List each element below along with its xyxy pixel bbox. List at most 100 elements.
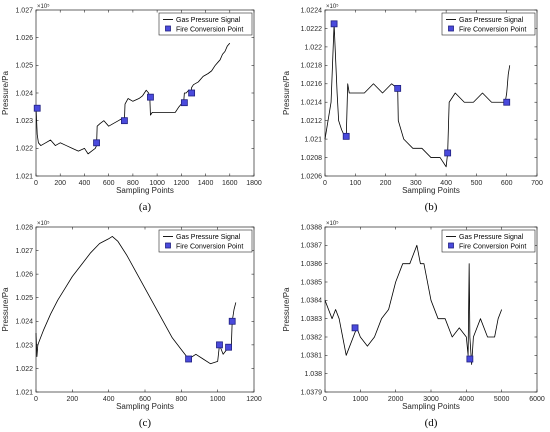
x-tick-label: 1600 bbox=[222, 180, 238, 187]
y-axis-label: Pressure/Pa bbox=[282, 70, 291, 115]
panel-caption: (b) bbox=[425, 201, 438, 213]
legend: Gas Pressure Signal Fire Conversion Point bbox=[158, 12, 253, 36]
y-tick-label: 1.022 bbox=[15, 366, 33, 373]
y-tick-label: 1.038 bbox=[304, 371, 322, 378]
y-axis-label: Pressure/Pa bbox=[1, 70, 10, 115]
y-tick-label: 1.0222 bbox=[301, 26, 323, 33]
x-tick-label: 6000 bbox=[529, 396, 545, 403]
legend-entry-gas-pressure: Gas Pressure Signal bbox=[176, 17, 241, 24]
legend-entry-fire-conversion: Fire Conversion Point bbox=[176, 27, 243, 34]
y-tick-label: 1.023 bbox=[15, 342, 33, 349]
panel-caption: (a) bbox=[139, 201, 152, 213]
y-tick-label: 1.023 bbox=[15, 118, 33, 125]
y-tick-label: 1.022 bbox=[304, 44, 322, 51]
y-tick-label: 1.0206 bbox=[301, 173, 323, 180]
fire-conversion-marker bbox=[216, 341, 223, 349]
y-tick-label: 1.0388 bbox=[301, 224, 323, 231]
x-tick-label: 600 bbox=[501, 180, 513, 187]
y-tick-label: 1.026 bbox=[15, 272, 33, 279]
legend-entry-gas-pressure: Gas Pressure Signal bbox=[459, 17, 524, 24]
series-line-gas-pressure bbox=[324, 244, 503, 365]
legend: Gas Pressure Signal Fire Conversion Point bbox=[441, 229, 536, 253]
legend-marker-swatch bbox=[448, 25, 454, 32]
panel-d: 0 1000 2000 3000 4000 5000 6000 1.0379 1.038 1.03… bbox=[282, 220, 545, 429]
y-tick-label: 1.0385 bbox=[301, 279, 323, 286]
y-tick-label: 1.028 bbox=[15, 224, 33, 231]
x-tick-label: 1000 bbox=[210, 396, 226, 403]
y-tick-label: 1.0224 bbox=[301, 7, 323, 14]
x-tick-label: 400 bbox=[79, 180, 91, 187]
fire-conversion-marker bbox=[93, 139, 100, 147]
panel-b: 0 100 200 300 400 500 600 700 1.0206 1.0208 1.021 1… bbox=[282, 3, 543, 213]
legend-marker-swatch bbox=[165, 242, 171, 249]
x-tick-label: 400 bbox=[103, 396, 115, 403]
x-tick-label: 0 bbox=[323, 180, 327, 187]
fire-conversion-marker bbox=[228, 317, 236, 325]
x-tick-label: 800 bbox=[175, 396, 187, 403]
legend: Gas Pressure Signal Fire Conversion Point bbox=[158, 229, 253, 253]
fire-conversion-marker bbox=[180, 99, 188, 107]
y-tick-label: 1.025 bbox=[15, 63, 33, 70]
x-tick-label: 1000 bbox=[353, 396, 369, 403]
legend: Gas Pressure Signal Fire Conversion Point bbox=[441, 12, 536, 36]
y-tick-label: 1.0214 bbox=[301, 100, 323, 107]
plot-area-c bbox=[35, 226, 255, 393]
y-tick-label: 1.0216 bbox=[301, 81, 323, 88]
series-line-gas-pressure bbox=[35, 42, 231, 155]
x-tick-label: 4000 bbox=[459, 396, 475, 403]
y-tick-label: 1.024 bbox=[15, 90, 33, 97]
x-tick-label: 100 bbox=[349, 180, 361, 187]
fire-conversion-marker bbox=[503, 98, 511, 106]
series-line-gas-pressure bbox=[35, 236, 237, 365]
x-axis-label: Sampling Points bbox=[116, 402, 174, 411]
legend-marker-swatch bbox=[448, 242, 454, 249]
legend-box bbox=[441, 229, 536, 253]
legend-marker-swatch bbox=[165, 25, 171, 32]
x-axis-label: Sampling Points bbox=[402, 402, 460, 411]
y-tick-label: 1.0208 bbox=[301, 155, 323, 162]
x-tick-label: 400 bbox=[440, 180, 452, 187]
x-tick-label: 500 bbox=[471, 180, 483, 187]
y-tick-label: 1.022 bbox=[15, 146, 33, 153]
fire-conversion-marker bbox=[33, 104, 41, 112]
fire-conversion-marker bbox=[342, 132, 350, 140]
fire-conversion-marker bbox=[188, 89, 196, 97]
fire-conversion-marker bbox=[185, 355, 193, 363]
panel-caption: (d) bbox=[425, 417, 438, 429]
x-tick-label: 0 bbox=[34, 180, 38, 187]
x-tick-label: 800 bbox=[127, 180, 139, 187]
x-tick-label: 1200 bbox=[174, 180, 190, 187]
fire-conversion-marker bbox=[330, 20, 338, 28]
panel-a: 0 200 400 600 800 1000 1200 1400 1600 1800 1.021 1.… bbox=[1, 3, 262, 213]
legend-entry-fire-conversion: Fire Conversion Point bbox=[459, 27, 526, 34]
y-tick-label: 1.0218 bbox=[301, 63, 323, 70]
fire-conversion-marker bbox=[147, 93, 154, 101]
x-tick-label: 700 bbox=[531, 180, 543, 187]
x-tick-label: 300 bbox=[410, 180, 422, 187]
y-tick-label: 1.027 bbox=[15, 7, 33, 14]
panel-caption: (c) bbox=[139, 417, 152, 429]
x-tick-label: 200 bbox=[54, 180, 66, 187]
legend-entry-fire-conversion: Fire Conversion Point bbox=[459, 244, 526, 251]
legend-box bbox=[158, 12, 253, 36]
y-tick-label: 1.0386 bbox=[301, 261, 323, 268]
x-tick-label: 200 bbox=[66, 396, 78, 403]
x-axis-label: Sampling Points bbox=[116, 186, 174, 195]
panel-c: 0 200 400 600 800 1000 1200 1.021 1.022 1.023 1.02… bbox=[1, 220, 262, 429]
y-tick-label: 1.021 bbox=[15, 389, 33, 396]
x-tick-label: 200 bbox=[380, 180, 392, 187]
y-tick-label: 1.0383 bbox=[301, 316, 323, 323]
y-axis-label: Pressure/Pa bbox=[1, 287, 10, 332]
y-tick-label: 1.021 bbox=[15, 173, 33, 180]
x-tick-label: 600 bbox=[139, 396, 151, 403]
fire-conversion-marker bbox=[394, 84, 402, 92]
y-tick-label: 1.026 bbox=[15, 35, 33, 42]
x-axis-label: Sampling Points bbox=[402, 186, 460, 195]
y-exponent-label: ×10⁵ bbox=[37, 3, 50, 10]
x-tick-label: 1800 bbox=[246, 180, 262, 187]
fire-conversion-marker bbox=[444, 149, 452, 157]
legend-box bbox=[158, 229, 253, 253]
y-tick-label: 1.027 bbox=[15, 248, 33, 255]
y-exponent-label: ×10⁵ bbox=[37, 220, 50, 227]
